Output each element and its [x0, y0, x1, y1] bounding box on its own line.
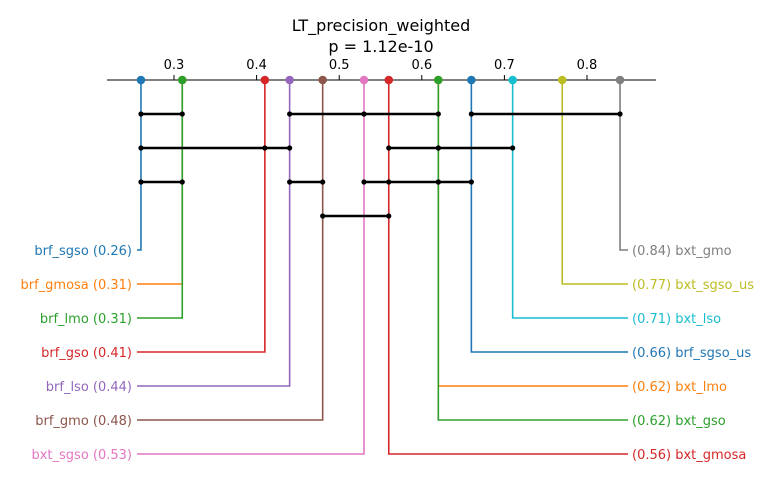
- method-label-bxt_gmo: (0.84) bxt_gmo: [632, 244, 732, 259]
- axis-tick-label: 0.3: [164, 58, 185, 73]
- method-connector-bxt_sgso_us: [561, 80, 628, 285]
- method-connector-bxt_lmo: [437, 80, 628, 387]
- clique-dot: [320, 179, 326, 185]
- method-connector-bxt_lso: [511, 80, 628, 319]
- clique-dot: [435, 111, 441, 117]
- clique-dot: [138, 145, 144, 151]
- axis-tick-label: 0.6: [411, 58, 432, 73]
- rank-point-bxt_gso: [434, 75, 443, 85]
- clique-dot: [468, 111, 474, 117]
- rank-point-brf_lmo: [177, 75, 187, 85]
- method-connector-bxt_gmosa: [387, 80, 628, 455]
- method-connector-brf_gso: [137, 80, 266, 353]
- clique-dot: [179, 179, 185, 185]
- rank-point-bxt_gmosa: [384, 75, 394, 85]
- method-connector-brf_gmo: [137, 80, 324, 421]
- clique-dot: [617, 111, 623, 117]
- rank-point-bxt_gmo: [615, 75, 625, 85]
- clique-dot: [468, 179, 474, 185]
- clique-dot: [262, 145, 268, 151]
- chart-subtitle: p = 1.12e-10: [328, 37, 433, 56]
- clique-dot: [287, 111, 293, 117]
- method-connector-brf_sgso_us: [470, 80, 628, 353]
- method-label-bxt_gso: (0.62) bxt_gso: [632, 414, 726, 429]
- method-label-brf_lmo: brf_lmo (0.31): [40, 312, 132, 327]
- rank-point-bxt_sgso_us: [557, 75, 567, 85]
- clique-dot: [361, 111, 367, 117]
- rank-point-bxt_sgso: [359, 75, 369, 85]
- clique-dot: [510, 145, 516, 151]
- method-connectors: [137, 80, 628, 455]
- axis-tick-label: 0.7: [494, 58, 515, 73]
- method-labels: brf_sgso (0.26) brf_gmosa (0.31) brf_lmo (…: [20, 244, 754, 463]
- method-label-brf_lso: brf_lso (0.44): [46, 380, 132, 395]
- method-connector-brf_lmo: [137, 80, 184, 319]
- method-label-bxt_sgso_us: (0.77) bxt_sgso_us: [632, 278, 754, 293]
- rank-point-brf_gmo: [318, 75, 327, 85]
- clique-dot: [287, 145, 293, 151]
- method-connector-brf_lso: [137, 80, 291, 387]
- clique-dot: [287, 179, 293, 185]
- method-label-brf_gso: brf_gso (0.41): [41, 346, 132, 361]
- clique-dot: [386, 213, 392, 219]
- method-label-brf_gmosa: brf_gmosa (0.31): [20, 278, 132, 293]
- axis-tick-label: 0.4: [246, 58, 267, 73]
- clique-dot: [361, 179, 367, 185]
- method-label-brf_gmo: brf_gmo (0.48): [35, 414, 132, 429]
- rank-point-brf_sgso: [136, 75, 146, 85]
- clique-bars: [138, 111, 623, 219]
- clique-dot: [320, 213, 326, 219]
- clique-dot: [435, 145, 441, 151]
- method-label-bxt_lso: (0.71) bxt_lso: [632, 312, 721, 327]
- rank-point-brf_lso: [285, 75, 294, 85]
- method-connector-bxt_gso: [437, 80, 628, 421]
- chart-title: LT_precision_weighted: [292, 16, 471, 36]
- clique-dot: [138, 179, 144, 185]
- rank-points: [136, 75, 625, 85]
- axis-ticks: 0.3 0.4 0.5 0.6 0.7 0.8: [164, 58, 598, 80]
- clique-dot: [386, 145, 392, 151]
- method-connector-bxt_sgso: [137, 80, 365, 455]
- axis-tick-label: 0.8: [577, 58, 598, 73]
- clique-dot: [386, 179, 392, 185]
- method-label-brf_sgso: brf_sgso (0.26): [34, 244, 132, 259]
- rank-point-brf_sgso_us: [467, 75, 476, 85]
- clique-dot: [138, 111, 144, 117]
- rank-point-bxt_lso: [508, 75, 517, 85]
- method-label-brf_sgso_us: (0.66) brf_sgso_us: [632, 346, 751, 361]
- method-label-bxt_gmosa: (0.56) bxt_gmosa: [632, 448, 746, 463]
- clique-dot: [179, 111, 185, 117]
- method-connector-brf_sgso: [137, 80, 142, 251]
- axis-tick-label: 0.5: [329, 58, 350, 73]
- clique-dot: [435, 179, 441, 185]
- method-connector-bxt_gmo: [619, 80, 628, 251]
- method-label-bxt_lmo: (0.62) bxt_lmo: [632, 380, 727, 395]
- method-label-bxt_sgso: bxt_sgso (0.53): [31, 448, 132, 463]
- rank-point-brf_gso: [260, 75, 270, 85]
